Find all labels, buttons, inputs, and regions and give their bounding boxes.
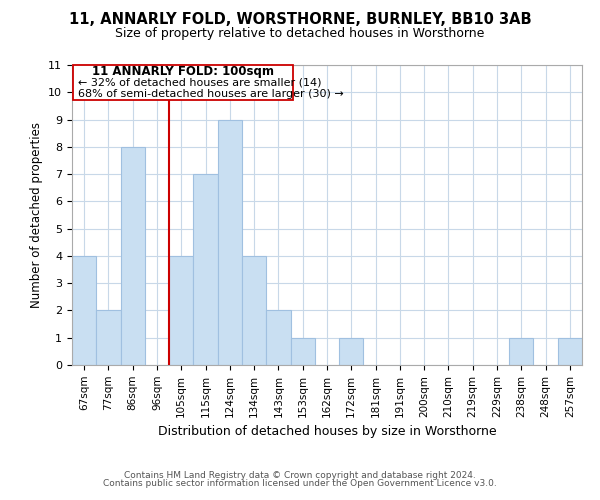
Text: Contains HM Land Registry data © Crown copyright and database right 2024.: Contains HM Land Registry data © Crown c… (124, 471, 476, 480)
FancyBboxPatch shape (73, 65, 293, 100)
Bar (169, 256, 193, 365)
Bar (509, 338, 533, 365)
Bar (558, 338, 582, 365)
Bar (218, 120, 242, 365)
Y-axis label: Number of detached properties: Number of detached properties (30, 122, 43, 308)
Text: 11, ANNARLY FOLD, WORSTHORNE, BURNLEY, BB10 3AB: 11, ANNARLY FOLD, WORSTHORNE, BURNLEY, B… (68, 12, 532, 28)
Bar (193, 174, 218, 365)
Text: Size of property relative to detached houses in Worsthorne: Size of property relative to detached ho… (115, 28, 485, 40)
Bar (121, 147, 145, 365)
Bar (96, 310, 121, 365)
Text: 11 ANNARLY FOLD: 100sqm: 11 ANNARLY FOLD: 100sqm (92, 66, 274, 78)
Bar (72, 256, 96, 365)
Text: 68% of semi-detached houses are larger (30) →: 68% of semi-detached houses are larger (… (79, 88, 344, 99)
Text: ← 32% of detached houses are smaller (14): ← 32% of detached houses are smaller (14… (79, 78, 322, 88)
X-axis label: Distribution of detached houses by size in Worsthorne: Distribution of detached houses by size … (158, 425, 496, 438)
Text: Contains public sector information licensed under the Open Government Licence v3: Contains public sector information licen… (103, 478, 497, 488)
Bar (242, 256, 266, 365)
Bar (266, 310, 290, 365)
Bar (339, 338, 364, 365)
Bar (290, 338, 315, 365)
